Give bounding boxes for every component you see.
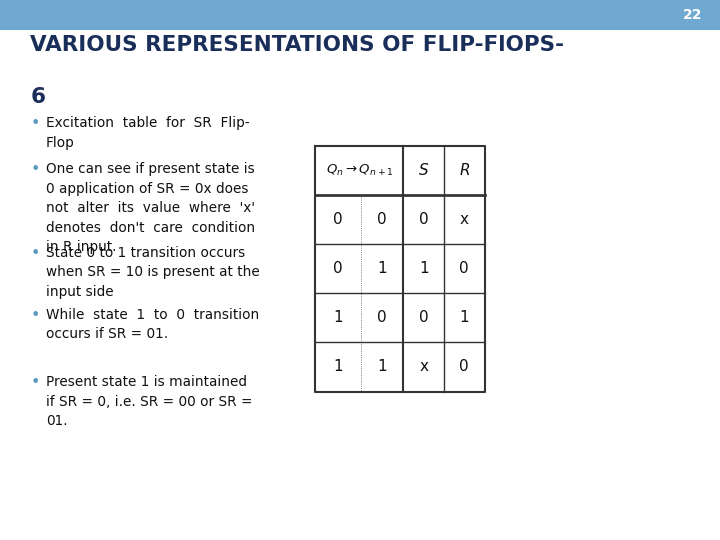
- Text: 0: 0: [333, 261, 343, 276]
- Text: VARIOUS REPRESENTATIONS OF FLIP-FlOPS-: VARIOUS REPRESENTATIONS OF FLIP-FlOPS-: [30, 36, 564, 56]
- Text: 1: 1: [333, 360, 343, 374]
- Text: 0: 0: [377, 310, 387, 325]
- Text: While  state  1  to  0  transition
occurs if SR = 01.: While state 1 to 0 transition occurs if …: [46, 308, 259, 341]
- Text: 0: 0: [459, 360, 469, 374]
- Text: 0: 0: [419, 310, 428, 325]
- Text: State 0 to 1 transition occurs
when SR = 10 is present at the
input side: State 0 to 1 transition occurs when SR =…: [46, 246, 260, 299]
- Text: $S$: $S$: [418, 163, 429, 178]
- Text: 1: 1: [419, 261, 428, 276]
- Text: 0: 0: [459, 261, 469, 276]
- Text: •: •: [30, 246, 40, 261]
- Text: •: •: [30, 162, 40, 177]
- Text: 1: 1: [377, 261, 387, 276]
- Text: $R$: $R$: [459, 163, 470, 178]
- Text: 6: 6: [30, 87, 45, 107]
- Text: x: x: [460, 212, 469, 227]
- Text: Excitation  table  for  SR  Flip-
Flop: Excitation table for SR Flip- Flop: [46, 116, 250, 150]
- Text: 22: 22: [683, 8, 702, 22]
- Text: •: •: [30, 308, 40, 323]
- Text: 1: 1: [333, 310, 343, 325]
- Text: $Q_n \rightarrow Q_{n+1}$: $Q_n \rightarrow Q_{n+1}$: [325, 163, 393, 178]
- Text: •: •: [30, 116, 40, 131]
- Text: 0: 0: [377, 212, 387, 227]
- Bar: [0, 0, 720, 30]
- Text: 1: 1: [459, 310, 469, 325]
- Text: 1: 1: [377, 360, 387, 374]
- Text: x: x: [419, 360, 428, 374]
- Text: One can see if present state is
0 application of SR = 0x does
not  alter  its  v: One can see if present state is 0 applic…: [46, 162, 255, 254]
- Text: 0: 0: [419, 212, 428, 227]
- Text: •: •: [30, 375, 40, 390]
- Text: 0: 0: [333, 212, 343, 227]
- Text: Present state 1 is maintained
if SR = 0, i.e. SR = 00 or SR =
01.: Present state 1 is maintained if SR = 0,…: [46, 375, 253, 428]
